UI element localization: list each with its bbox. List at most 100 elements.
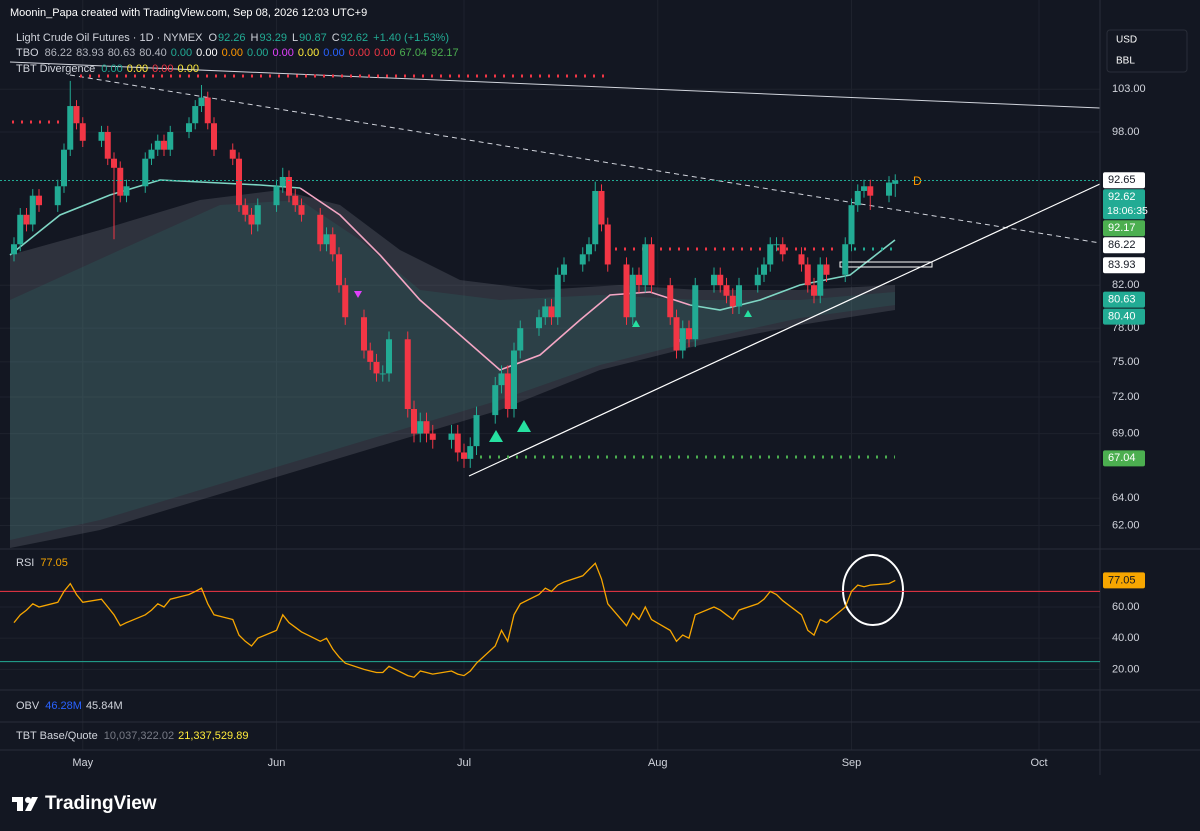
candle-body bbox=[461, 452, 467, 459]
candle-body bbox=[811, 285, 817, 296]
candle-body bbox=[467, 446, 474, 459]
annotation-circle bbox=[842, 554, 904, 626]
indicator-name: OBV bbox=[16, 700, 40, 712]
signal-up bbox=[517, 420, 531, 432]
candle-body bbox=[817, 264, 824, 296]
candle-body bbox=[248, 214, 255, 225]
candle-body bbox=[642, 244, 649, 286]
candle-body bbox=[386, 339, 392, 374]
candle-body bbox=[692, 285, 699, 340]
trend-line bbox=[69, 74, 1101, 244]
candle-body bbox=[148, 149, 155, 159]
y-tick-label: 78.00 bbox=[1112, 322, 1140, 334]
candle-body bbox=[648, 244, 655, 286]
candle-body bbox=[417, 421, 424, 434]
price-label: 83.93 bbox=[1108, 259, 1136, 271]
signal-up bbox=[489, 430, 503, 442]
candle-body bbox=[511, 350, 517, 410]
candle-body bbox=[429, 433, 436, 440]
y-tick-label: 62.00 bbox=[1112, 519, 1140, 531]
candle-body bbox=[154, 140, 161, 150]
indicator-value: 21,337,529.89 bbox=[178, 730, 248, 742]
x-tick-label: Oct bbox=[1030, 757, 1047, 769]
candle-body bbox=[767, 244, 774, 265]
y-tick-label: 72.00 bbox=[1112, 391, 1140, 403]
candle-body bbox=[336, 254, 342, 286]
credit: Moonin_Papa created with TradingView.com… bbox=[10, 7, 367, 19]
candle-body bbox=[717, 274, 724, 286]
symbol: Light Crude Oil Futures · 1D · NYMEX bbox=[16, 32, 203, 44]
candle-body bbox=[492, 385, 499, 416]
ohlc-key: C bbox=[332, 32, 340, 44]
ma-line bbox=[689, 239, 896, 311]
indicator-value: 0.00 bbox=[349, 47, 370, 59]
price-label: 80.40 bbox=[1108, 311, 1136, 323]
y-tick-label: 60.00 bbox=[1112, 601, 1140, 613]
candle-body bbox=[848, 205, 855, 245]
price-label-box bbox=[1103, 450, 1145, 467]
price-label: 86.22 bbox=[1108, 239, 1136, 251]
candle-body bbox=[673, 317, 680, 351]
logo bbox=[12, 797, 38, 811]
signal-down bbox=[354, 291, 362, 298]
change: +1.40 (+1.53%) bbox=[373, 32, 449, 44]
candle-body bbox=[61, 149, 67, 187]
ohlc-value: 90.87 bbox=[299, 32, 327, 44]
candle-body bbox=[117, 167, 124, 196]
indicator-value: 10,037,322.02 bbox=[104, 730, 174, 742]
x-tick-label: Jun bbox=[268, 757, 286, 769]
indicator-value: 46.28M bbox=[45, 700, 82, 712]
indicator-value: 0.00 bbox=[196, 47, 217, 59]
signal-up bbox=[744, 310, 752, 317]
candle-body bbox=[548, 306, 555, 318]
candle-body bbox=[804, 264, 811, 286]
ohlc-key: H bbox=[251, 32, 259, 44]
candle-body bbox=[11, 244, 17, 255]
candle-body bbox=[886, 182, 892, 196]
y-tick-label: 20.00 bbox=[1112, 663, 1140, 675]
trend-line bbox=[468, 183, 1101, 477]
candle-body bbox=[17, 214, 24, 245]
indicator-name: TBT Divergence bbox=[16, 63, 95, 75]
candle-body bbox=[761, 264, 767, 275]
candle-body bbox=[36, 195, 42, 206]
price-label-box bbox=[1103, 220, 1145, 237]
candle-body bbox=[211, 123, 217, 150]
indicator-value: 80.63 bbox=[108, 47, 136, 59]
price-label: 92.62 bbox=[1108, 191, 1136, 203]
candle-body bbox=[161, 140, 167, 150]
candle-body bbox=[79, 123, 86, 141]
candle-body bbox=[667, 285, 674, 318]
candle-body bbox=[736, 285, 742, 307]
indicator-value: 83.93 bbox=[76, 47, 104, 59]
candle-body bbox=[254, 205, 261, 225]
candle-body bbox=[192, 106, 199, 124]
candle-body bbox=[754, 274, 761, 286]
candle-body bbox=[554, 274, 561, 318]
candle-body bbox=[473, 415, 480, 447]
candle-body bbox=[723, 285, 730, 296]
candle-body bbox=[329, 234, 336, 255]
cloud bbox=[10, 190, 895, 548]
cloud-inner bbox=[10, 200, 895, 540]
zone-box bbox=[839, 261, 933, 268]
candle-body bbox=[448, 433, 455, 440]
ohlc-value: 93.29 bbox=[260, 32, 288, 44]
candle-body bbox=[604, 224, 611, 265]
candle-body bbox=[636, 274, 642, 286]
candle-body bbox=[279, 176, 286, 187]
candle-body bbox=[867, 186, 874, 196]
price-label: 92.65 bbox=[1108, 174, 1136, 186]
candle-body bbox=[98, 131, 105, 141]
candle-body bbox=[292, 195, 299, 206]
indicator-value: 0.00 bbox=[222, 47, 243, 59]
candle-body bbox=[542, 306, 549, 318]
indicator-value: 0.00 bbox=[101, 63, 122, 75]
indicator-value: 0.00 bbox=[171, 47, 192, 59]
price-label-box bbox=[1103, 291, 1145, 308]
rsi-label: 77.05 bbox=[1108, 574, 1136, 586]
indicator-value: 80.40 bbox=[139, 47, 167, 59]
candle-body bbox=[711, 274, 717, 286]
candle-body bbox=[342, 285, 349, 318]
ma-line bbox=[299, 187, 691, 371]
